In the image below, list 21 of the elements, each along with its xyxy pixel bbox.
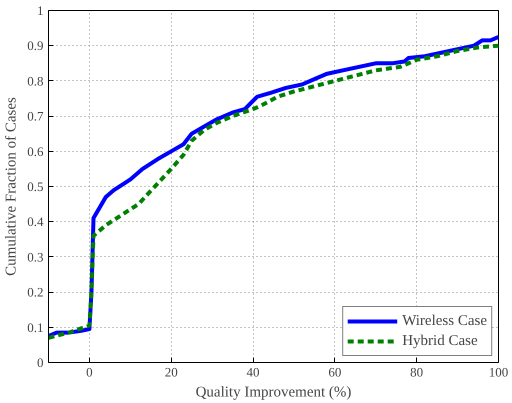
y-tick-label: 0.7	[27, 108, 44, 124]
x-tick-label: 60	[328, 364, 342, 380]
legend-label: Hybrid Case	[402, 332, 478, 350]
x-tick-label: 40	[246, 364, 260, 380]
legend-label: Wireless Case	[402, 312, 487, 330]
y-tick-label: 0.8	[27, 73, 44, 88]
y-tick-label: 0	[37, 355, 44, 370]
y-tick-label: 0.4	[27, 214, 44, 230]
y-tick-label: 1	[37, 3, 44, 18]
y-tick-label: 0.2	[27, 284, 44, 300]
y-axis-title: Cumulative Fraction of Cases	[3, 96, 20, 276]
x-tick-label: 20	[164, 364, 178, 380]
x-tick-label: 0	[86, 364, 93, 380]
y-tick-label: 0.5	[27, 179, 44, 194]
y-tick-label: 0.1	[27, 320, 44, 335]
y-tick-label: 0.9	[27, 38, 44, 54]
x-axis-title: Quality Improvement (%)	[196, 384, 352, 400]
y-tick-label: 0.6	[27, 144, 44, 159]
x-tick-label: 80	[410, 364, 424, 380]
x-tick-label: 100	[488, 364, 508, 380]
y-tick-label: 0.3	[27, 249, 44, 264]
